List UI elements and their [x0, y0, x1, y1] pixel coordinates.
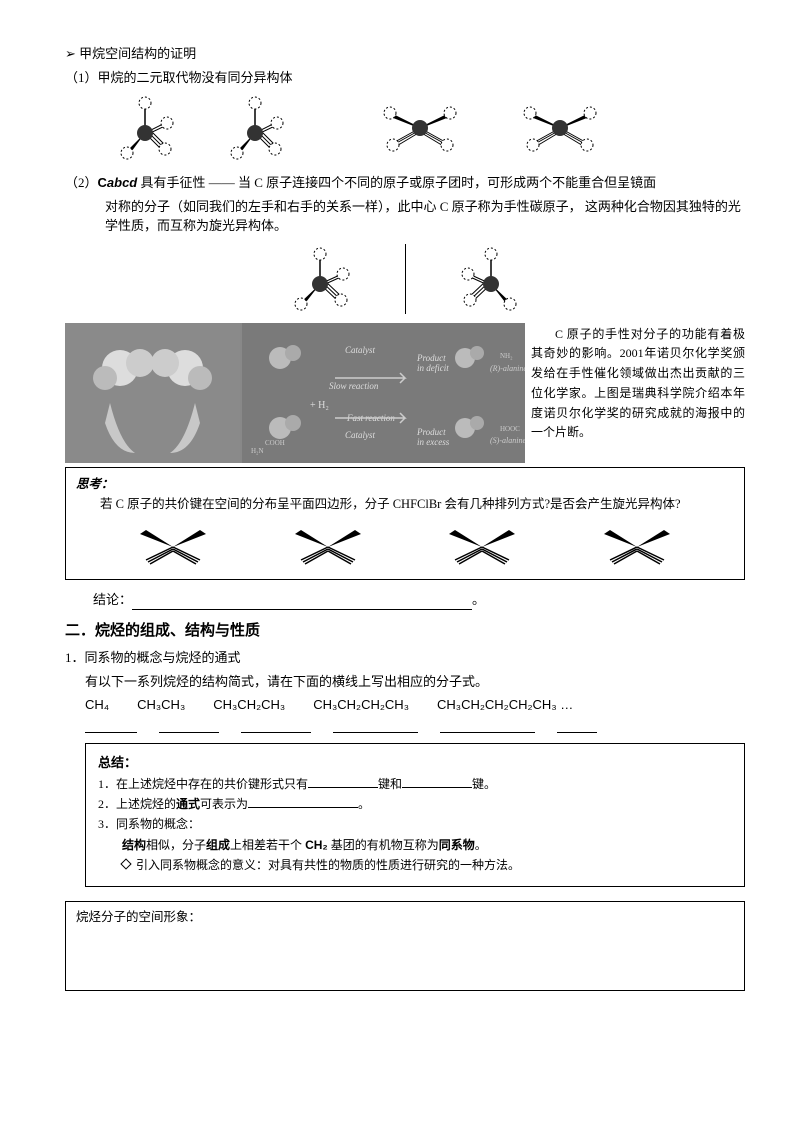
wedge-4 [592, 522, 682, 567]
summary-line-5: 引入同系物概念的意义：对具有共性的物质的性质进行研究的一种方法。 [122, 855, 734, 875]
svg-text:Catalyst: Catalyst [345, 345, 376, 355]
chiral-molecule-right [446, 242, 536, 317]
mirror-diagram-row [65, 242, 745, 317]
wedge-2 [283, 522, 373, 567]
blank-6 [557, 719, 597, 733]
summary-line-2: 2．上述烷烃的通式可表示为。 [98, 794, 734, 814]
blank-4 [333, 719, 418, 733]
svg-text:in excess: in excess [417, 437, 450, 447]
formula-2: CH₃CH₃ [137, 695, 185, 715]
conclusion-line: 结论：。 [93, 590, 745, 610]
think-box: 思考： 若 C 原子的共价键在空间的分布呈平面四边形，分子 CHFClBr 会有… [65, 467, 745, 581]
summary-line-3: 3．同系物的概念： [98, 814, 734, 834]
flat-molecule-1 [365, 93, 475, 163]
header-line: ➢ 甲烷空间结构的证明 [65, 44, 745, 64]
blank-row [85, 719, 745, 733]
svg-text:Product: Product [416, 353, 446, 363]
item-1-line1: 有以下一系列烷烃的结构简式，请在下面的横线上写出相应的分子式。 [85, 672, 745, 692]
point-1: （1）甲烷的二元取代物没有同分异构体 [65, 68, 745, 88]
summary-box: 总结： 1．在上述烷烃中存在的共价键形式只有键和键。 2．上述烷烃的通式可表示为… [85, 743, 745, 887]
nobel-block: Catalyst Product in deficit Slow reactio… [65, 323, 745, 463]
diamond-icon [120, 858, 131, 869]
summary-line-1: 1．在上述烷烃中存在的共价键形式只有键和键。 [98, 774, 734, 794]
nobel-caption: C 原子的手性对分子的功能有着极其奇妙的影响。2001年诺贝尔化学奖颁发给在手性… [531, 323, 745, 444]
point-2-line2: 对称的分子（如同我们的左手和右手的关系一样），此中心 C 原子称为手性碳原子， … [105, 197, 745, 236]
blank-1 [85, 719, 137, 733]
wedge-row [76, 522, 734, 567]
nobel-poster-image: Catalyst Product in deficit Slow reactio… [65, 323, 525, 463]
tetra-molecule-2 [215, 93, 295, 163]
formula-3: CH₃CH₂CH₃ [213, 695, 285, 715]
formula-row: CH₄ CH₃CH₃ CH₃CH₂CH₃ CH₃CH₂CH₂CH₃ CH₃CH₂… [85, 695, 745, 715]
section-2-title: 二．烷烃的组成、结构与性质 [65, 620, 745, 643]
svg-text:COOH: COOH [265, 439, 285, 447]
flat-molecule-2 [505, 93, 615, 163]
svg-text:Product: Product [416, 427, 446, 437]
conclusion-label: 结论： [93, 592, 132, 607]
svg-text:HOOC: HOOC [500, 425, 520, 433]
wedge-1 [128, 522, 218, 567]
blank-2 [159, 719, 219, 733]
svg-text:(R)-alanine: (R)-alanine [490, 364, 525, 373]
blank-5 [440, 719, 535, 733]
think-question: 若 C 原子的共价键在空间的分布呈平面四边形，分子 CHFClBr 会有几种排列… [100, 495, 734, 514]
mirror-line [405, 244, 406, 314]
cabcd-label: Cabcd [98, 175, 138, 190]
svg-text:Slow reaction: Slow reaction [329, 381, 379, 391]
svg-text:(S)-alanine: (S)-alanine [490, 436, 525, 445]
formula-4: CH₃CH₂CH₂CH₃ [313, 695, 409, 715]
svg-text:H₂N: H₂N [251, 447, 264, 455]
item-1-head: 1．同系物的概念与烷烃的通式 [65, 648, 745, 668]
point-2-line1: （2）Cabcd 具有手征性 —— 当 C 原子连接四个不同的原子或原子团时，可… [65, 173, 745, 193]
diagram-row-1 [65, 93, 745, 163]
summary-head: 总结： [98, 755, 137, 770]
conclusion-blank [132, 596, 472, 610]
arrow-icon: ➢ [65, 46, 76, 61]
spatial-box-label: 烷烃分子的空间形象： [76, 910, 201, 924]
tetra-molecule-1 [105, 93, 185, 163]
think-head: 思考： [76, 477, 114, 491]
svg-text:in deficit: in deficit [417, 363, 449, 373]
formula-1: CH₄ [85, 695, 109, 715]
svg-text:Catalyst: Catalyst [345, 430, 376, 440]
formula-5: CH₃CH₂CH₂CH₂CH₃ … [437, 695, 573, 715]
svg-text:NH₂: NH₂ [500, 352, 513, 360]
header-title: 甲烷空间结构的证明 [79, 46, 196, 61]
spatial-box: 烷烃分子的空间形象： [65, 901, 745, 991]
svg-text:+ H₂: + H₂ [310, 400, 329, 411]
summary-line-4: 结构相似，分子组成上相差若干个 CH₂ 基团的有机物互称为同系物。 [122, 835, 734, 855]
blank-3 [241, 719, 311, 733]
chiral-molecule-left [275, 242, 365, 317]
wedge-3 [437, 522, 527, 567]
